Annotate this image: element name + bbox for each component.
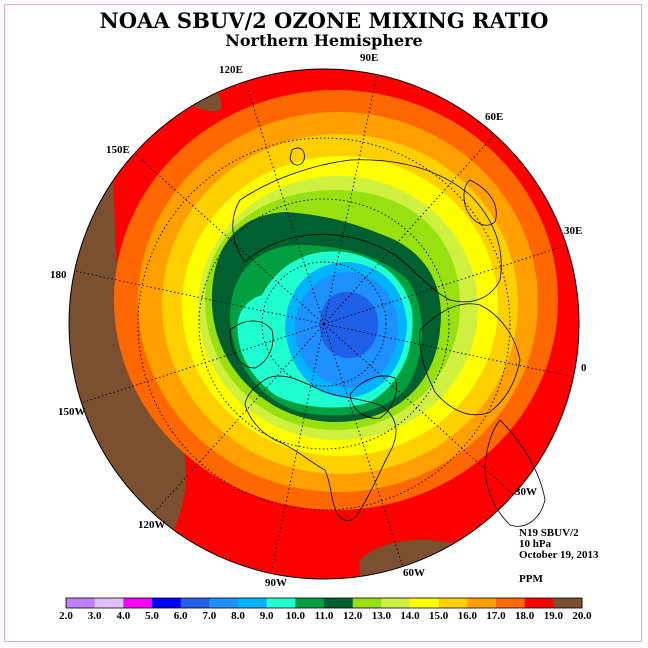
colorbar-tick-label: 11.0 [315, 610, 334, 622]
colorbar-swatch [180, 598, 210, 608]
colorbar-tick-label: 3.0 [88, 610, 102, 622]
colorbar-border [65, 597, 583, 609]
lon-label-0: 0 [581, 362, 587, 374]
colorbar-tick-label: 4.0 [116, 610, 130, 622]
latitude-circle-30 [137, 137, 511, 511]
latitude-circle-50 [198, 198, 450, 450]
colorbar-swatch [94, 598, 124, 608]
lon-label-90e: 90E [360, 52, 378, 64]
lon-label-180: 180 [50, 269, 67, 281]
lon-label-90w: 90W [265, 577, 287, 589]
contour-6-7 [319, 291, 379, 359]
north-america-coast [244, 375, 397, 521]
lon-label-60e: 60E [485, 111, 503, 123]
asia-coast [232, 159, 502, 303]
meridian-line [134, 153, 325, 325]
colorbar-tick-label: 14.0 [400, 610, 420, 622]
colorbar-tick-label: 9.0 [260, 610, 274, 622]
lon-label-120w: 120W [138, 519, 166, 531]
colorbar-swatch [123, 598, 153, 608]
japan-coast [289, 147, 305, 166]
colorbar-tick-label: 16.0 [458, 610, 478, 622]
colorbar-swatches [65, 597, 583, 609]
longitude-labels: 0 30E 60E 90E 120E 150E 180 150W 120W 90… [50, 52, 587, 589]
colorbar-swatch [209, 598, 239, 608]
colorbar-tick-label: 18.0 [515, 610, 535, 622]
latitude-circle-70 [261, 261, 387, 387]
colorbar-tick-label: 17.0 [486, 610, 506, 622]
meridian-line [153, 323, 325, 514]
colorbar-tick-label: 19.0 [544, 610, 564, 622]
meridian-line [323, 323, 404, 567]
figure-title: NOAA SBUV/2 OZONE MIXING RATIO [99, 8, 549, 33]
colorbar-tick-label: 6.0 [174, 610, 188, 622]
lon-label-30w: 30W [515, 486, 537, 498]
colorbar-tick-label: 13.0 [372, 610, 392, 622]
coastlines [229, 147, 546, 527]
colorbar-ticks: 2.0 3.0 4.0 5.0 6.0 7.0 8.0 9.0 10.0 11.0 12.0 13.0… [59, 610, 592, 622]
meridian-line [81, 323, 325, 404]
lon-label-120e: 120E [219, 64, 243, 76]
colorbar-swatch [238, 598, 268, 608]
meridian-line [323, 323, 574, 378]
graticule [137, 137, 511, 511]
lon-label-60w: 60W [403, 567, 425, 579]
units-label: PPM [519, 573, 543, 585]
lon-label-150e: 150E [106, 144, 130, 156]
colorbar-tick-label: 8.0 [231, 610, 245, 622]
colorbar-tick-label: 20.0 [572, 610, 592, 622]
colorbar-swatch [352, 598, 382, 608]
colorbar-tick-label: 10.0 [286, 610, 306, 622]
figure-frame [4, 4, 642, 642]
colorbar-tick-label: 7.0 [202, 610, 216, 622]
colorbar-swatch [324, 598, 354, 608]
date-label: October 19, 2013 [519, 549, 599, 561]
colorbar-swatch [266, 598, 296, 608]
greenland-coast [349, 375, 397, 419]
colorbar-tick-label: 12.0 [343, 610, 363, 622]
colorbar-swatch [524, 598, 554, 608]
colorbar-swatch [553, 598, 583, 608]
colorbar-tick-label: 5.0 [145, 610, 159, 622]
instrument-label: N19 SBUV/2 [519, 527, 579, 539]
europe-coast [419, 303, 521, 416]
meridian-line [244, 81, 325, 325]
meridian-line [270, 323, 325, 574]
colorbar-tick-label: 15.0 [429, 610, 449, 622]
meridian-line [323, 323, 514, 495]
meridian-line [74, 270, 325, 325]
colorbar-swatch [295, 598, 325, 608]
figure-subtitle: Northern Hemisphere [225, 31, 423, 50]
alaska-coast [229, 320, 274, 369]
colorbar-swatch [152, 598, 182, 608]
meridian-line [323, 74, 378, 325]
colorbar-swatch [410, 598, 440, 608]
meridians [74, 74, 574, 574]
colorbar-swatch [438, 598, 468, 608]
lon-label-30e: 30E [564, 225, 582, 237]
colorbar-swatch [381, 598, 411, 608]
colorbar-swatch [66, 598, 96, 608]
map-border [68, 68, 580, 580]
lon-label-150w: 150W [58, 406, 86, 418]
colorbar-tick-label: 2.0 [59, 610, 73, 622]
meridian-line [323, 134, 495, 325]
pressure-level-label: 10 hPa [519, 538, 552, 550]
meridian-line [323, 244, 567, 325]
colorbar-swatch [496, 598, 526, 608]
colorbar-swatch [467, 598, 497, 608]
africa-coast [484, 419, 546, 527]
india-coast [463, 179, 497, 226]
